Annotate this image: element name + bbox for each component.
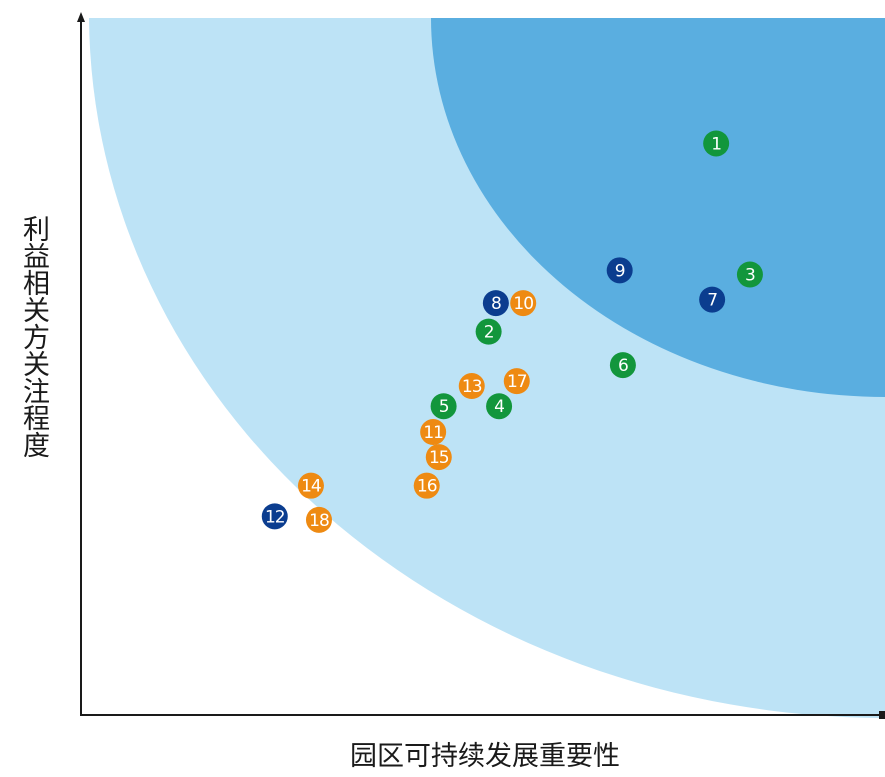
point-marker-18 bbox=[305, 506, 332, 533]
point-marker-7 bbox=[699, 286, 726, 313]
point-label-14: 14 bbox=[301, 477, 321, 497]
y-axis-label: 利益相关方关注程度 bbox=[18, 215, 49, 458]
point-marker-8 bbox=[482, 290, 509, 317]
y-axis-arrow bbox=[77, 12, 85, 22]
point-label-8: 8 bbox=[491, 294, 501, 314]
point-label-10: 10 bbox=[513, 294, 533, 314]
point-marker-13 bbox=[458, 373, 485, 400]
point-label-2: 2 bbox=[484, 323, 494, 343]
point-marker-14 bbox=[297, 472, 324, 499]
point-label-4: 4 bbox=[494, 397, 504, 417]
point-label-17: 17 bbox=[507, 372, 527, 392]
point-label-1: 1 bbox=[711, 134, 721, 154]
point-label-12: 12 bbox=[265, 507, 285, 527]
x-axis-label: 园区可持续发展重要性 bbox=[350, 741, 620, 772]
point-label-9: 9 bbox=[615, 261, 625, 281]
point-marker-5 bbox=[430, 393, 457, 420]
point-label-6: 6 bbox=[618, 356, 628, 376]
inner-zone bbox=[431, 18, 885, 397]
point-label-16: 16 bbox=[417, 477, 437, 497]
point-marker-15 bbox=[425, 444, 452, 471]
point-label-15: 15 bbox=[429, 448, 449, 468]
point-marker-9 bbox=[606, 257, 633, 284]
point-marker-3 bbox=[736, 261, 763, 288]
point-label-13: 13 bbox=[462, 377, 482, 397]
point-marker-6 bbox=[609, 352, 636, 379]
point-marker-11 bbox=[420, 419, 447, 446]
point-label-11: 11 bbox=[423, 423, 443, 443]
x-axis-end bbox=[879, 711, 885, 719]
point-marker-16 bbox=[413, 472, 440, 499]
point-marker-4 bbox=[486, 393, 513, 420]
point-label-5: 5 bbox=[439, 397, 449, 417]
point-marker-12 bbox=[261, 503, 288, 530]
point-marker-10 bbox=[510, 290, 537, 317]
point-marker-2 bbox=[475, 318, 502, 345]
point-label-7: 7 bbox=[707, 291, 717, 311]
point-label-18: 18 bbox=[309, 511, 329, 531]
point-marker-17 bbox=[503, 368, 530, 395]
x-axis-label-wrap: 园区可持续发展重要性 bbox=[0, 734, 885, 773]
point-label-3: 3 bbox=[745, 265, 755, 285]
point-marker-1 bbox=[703, 130, 730, 157]
